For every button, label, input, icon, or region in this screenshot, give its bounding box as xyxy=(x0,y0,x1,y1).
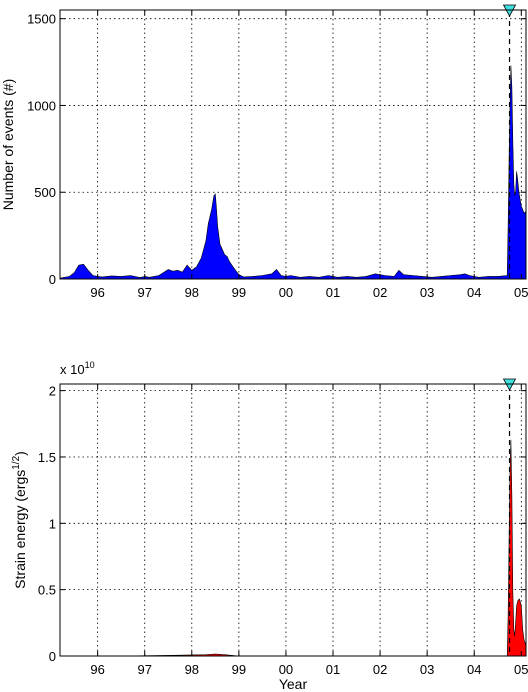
plot-frame xyxy=(59,383,527,657)
y-tick-label: 1500 xyxy=(27,12,56,27)
x-tick-label: 99 xyxy=(232,662,246,677)
y-tick-label: 0 xyxy=(49,649,56,664)
y-axis-label-close: ) xyxy=(12,451,28,456)
events-panel: 96 97 98 99 00 01 02 03 04 05 0 500 1000 1500 Number o… xyxy=(0,4,528,300)
y-tick-label: 0 xyxy=(49,272,56,287)
x-tick-label: 02 xyxy=(373,662,387,677)
plot-frame xyxy=(59,9,527,280)
x-tick-label: 99 xyxy=(232,285,246,300)
x-tick-label: 03 xyxy=(420,285,434,300)
x-tick-label: 01 xyxy=(326,662,340,677)
x-tick-label: 03 xyxy=(420,662,434,677)
y-axis-label: Strain energy (ergs1/2) xyxy=(11,451,28,589)
x-tick-label: 96 xyxy=(90,285,104,300)
y-tick-label: 1000 xyxy=(27,98,56,113)
y-axis-label-superscript: 1/2 xyxy=(11,455,22,469)
x-tick-label: 05 xyxy=(514,285,528,300)
x-tick-label: 98 xyxy=(185,285,199,300)
y-axis-label-text: Strain energy (ergs xyxy=(12,470,28,589)
y-tick-label: 1.5 xyxy=(38,450,56,465)
x-tick-label: 02 xyxy=(373,285,387,300)
axis-multiplier-base: x 10 xyxy=(60,362,85,377)
y-tick-label: 2 xyxy=(49,384,56,399)
strain-panel: 96 97 98 99 00 01 02 03 04 05 0 0.5 1 1.5 2 Strain ener… xyxy=(11,360,528,692)
x-tick-label: 05 xyxy=(514,662,528,677)
x-axis-label: Year xyxy=(279,676,308,692)
y-tick-label: 500 xyxy=(34,185,56,200)
x-tick-label: 97 xyxy=(137,285,151,300)
x-tick-label: 04 xyxy=(467,285,481,300)
x-tick-label: 01 xyxy=(326,285,340,300)
x-tick-label: 00 xyxy=(279,285,293,300)
x-tick-label: 97 xyxy=(137,662,151,677)
y-axis-label: Number of events (#) xyxy=(0,79,16,211)
x-tick-label: 98 xyxy=(185,662,199,677)
x-tick-label: 96 xyxy=(90,662,104,677)
x-tick-label: 04 xyxy=(467,662,481,677)
y-tick-label: 0.5 xyxy=(38,583,56,598)
axis-multiplier: x 1010 xyxy=(60,360,95,377)
x-tick-label: 00 xyxy=(279,662,293,677)
y-axis-label-text: Number of events (#) xyxy=(0,79,16,211)
axis-multiplier-exponent: 10 xyxy=(85,360,95,370)
series-area xyxy=(60,439,527,657)
series-area xyxy=(59,65,527,280)
y-tick-label: 1 xyxy=(49,516,56,531)
